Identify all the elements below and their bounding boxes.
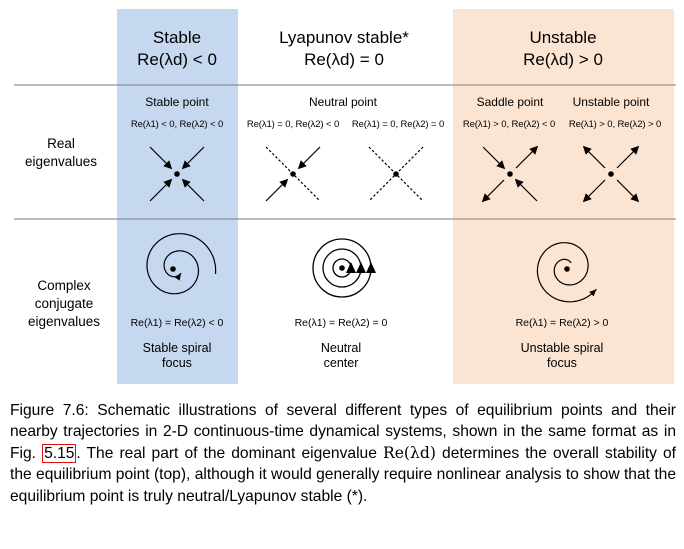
- unstable-criterion: Re(λd) > 0: [523, 50, 603, 69]
- stable-point-label: Stable point: [145, 95, 209, 109]
- figure-diagram: [14, 9, 676, 384]
- lyapunov-criterion: Re(λd) = 0: [304, 50, 384, 69]
- stable-spiral-glyph: [146, 233, 217, 295]
- row-label-complex: Complex conjugate eigenvalues: [27, 278, 101, 329]
- figure-caption: Figure 7.6: Schematic illustrations of s…: [10, 400, 676, 507]
- stable-title: Stable: [152, 28, 202, 47]
- unstable-spiral-label: Unstable spiral focus: [520, 341, 604, 370]
- stable-criterion: Re(λd) < 0: [137, 50, 217, 69]
- stable-point-glyph: [149, 146, 205, 202]
- stable-spiral-label: Stable spiral focus: [142, 341, 212, 370]
- caption-math: Re(λd): [382, 443, 436, 462]
- unstable-spiral-glyph: [536, 242, 597, 303]
- neutral-point-condition-a: Re(λ1) = 0, Re(λ2) < 0: [246, 119, 340, 130]
- neutral-point-condition-b: Re(λ1) = 0, Re(λ2) = 0: [351, 119, 445, 130]
- lyapunov-column-header: Lyapunov stable* Re(λd) = 0: [279, 27, 409, 71]
- lyapunov-title: Lyapunov stable*: [279, 28, 409, 47]
- neutral-center-condition: Re(λ1) = Re(λ2) = 0: [294, 317, 388, 329]
- caption-text-2: . The real part of the dominant eigenval…: [76, 444, 383, 462]
- neutral-point-glyph-b: [368, 146, 424, 202]
- unstable-point-label: Unstable point: [572, 95, 650, 109]
- unstable-spiral-condition: Re(λ1) = Re(λ2) > 0: [515, 317, 609, 329]
- unstable-column-header: Unstable Re(λd) > 0: [523, 27, 603, 71]
- neutral-center-glyph: [312, 238, 376, 298]
- caption-text-3: determines the overall stability of the …: [10, 444, 677, 505]
- stable-column-header: Stable Re(λd) < 0: [137, 27, 217, 71]
- caption-text-1: Figure 7.6: Schematic illustrations of s…: [10, 402, 676, 462]
- unstable-point-glyph: [582, 145, 640, 203]
- stable-point-condition: Re(λ1) < 0, Re(λ2) < 0: [130, 119, 224, 130]
- saddle-point-label: Saddle point: [476, 95, 544, 109]
- saddle-point-glyph: [481, 145, 539, 203]
- figure-reference-link[interactable]: 5.15: [42, 443, 77, 463]
- stable-column-bg: [117, 9, 238, 384]
- saddle-point-condition: Re(λ1) > 0, Re(λ2) < 0: [462, 119, 556, 130]
- row-label-real: Real eigenvalues: [24, 136, 98, 169]
- unstable-title: Unstable: [529, 28, 597, 47]
- neutral-center-label: Neutral center: [320, 341, 362, 370]
- neutral-point-glyph-a: [265, 146, 321, 202]
- stable-spiral-condition: Re(λ1) = Re(λ2) < 0: [130, 317, 224, 329]
- unstable-point-condition: Re(λ1) > 0, Re(λ2) > 0: [568, 119, 662, 130]
- neutral-point-label: Neutral point: [308, 95, 378, 109]
